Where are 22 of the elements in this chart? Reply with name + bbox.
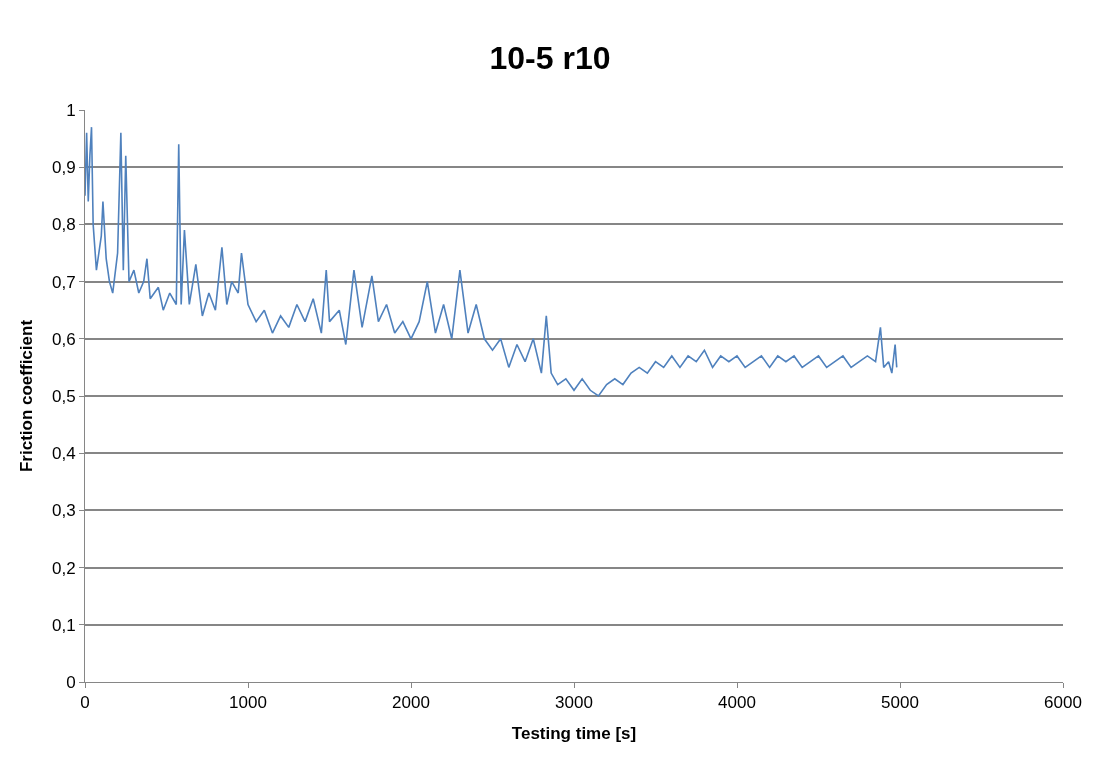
- x-tick-label: 4000: [718, 693, 756, 713]
- y-tick-label: 1: [66, 100, 76, 120]
- x-tick-label: 5000: [881, 693, 919, 713]
- y-tick-label: 0,3: [51, 501, 76, 521]
- chart-title: 10-5 r10: [489, 39, 611, 76]
- y-axis-title: Friction coefficient: [16, 319, 36, 473]
- x-tick-label: 6000: [1044, 693, 1082, 713]
- line-series: [85, 126, 898, 397]
- x-tick-label: 3000: [555, 693, 593, 713]
- y-tick-label: 0,2: [51, 558, 76, 578]
- y-tick-label: 0,9: [51, 158, 76, 178]
- y-tick-label: 0,6: [51, 329, 76, 349]
- y-tick-label: 0,4: [51, 444, 76, 464]
- x-tick-label: 1000: [229, 693, 267, 713]
- x-tick-label: 2000: [392, 693, 430, 713]
- y-tick-label: 0,8: [51, 215, 76, 235]
- x-axis-title: Testing time [s]: [511, 723, 637, 743]
- y-tick-label: 0,1: [51, 615, 76, 635]
- y-tick-label: 0,5: [51, 386, 76, 406]
- x-tick-label: 0: [80, 693, 90, 713]
- y-tick-label: 0: [66, 672, 76, 692]
- y-tick-label: 0,7: [51, 272, 76, 292]
